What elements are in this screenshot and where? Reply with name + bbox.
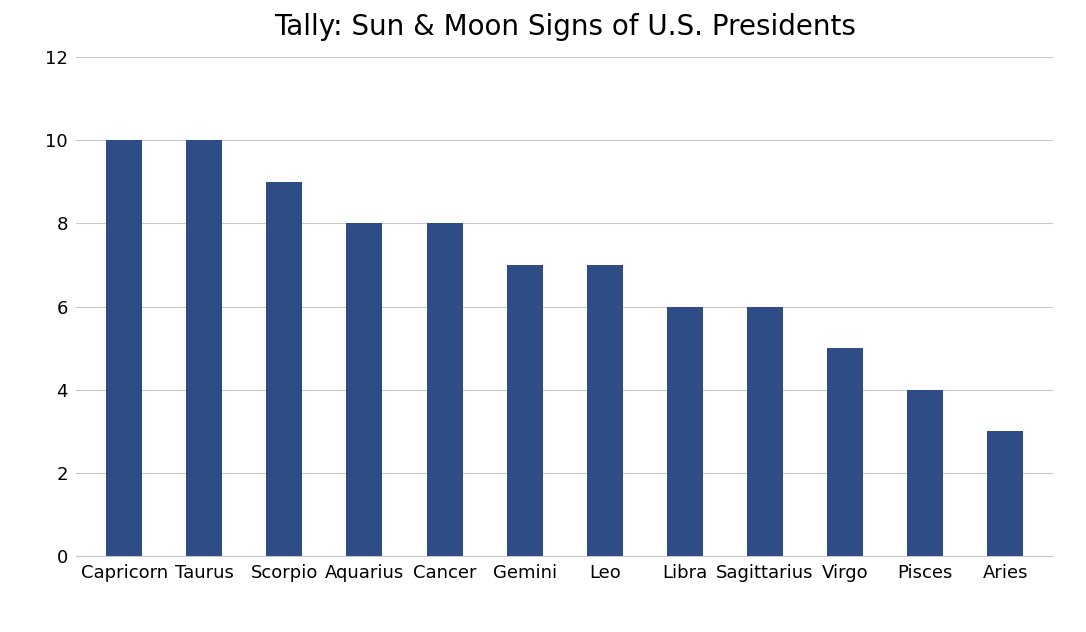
Bar (828, 348, 863, 556)
Title: Tally: Sun & Moon Signs of U.S. Presidents: Tally: Sun & Moon Signs of U.S. Presiden… (274, 13, 856, 40)
Bar (106, 140, 142, 556)
Bar (907, 390, 944, 556)
Bar (186, 140, 223, 556)
Bar (586, 265, 622, 556)
Bar (427, 223, 463, 556)
Bar (266, 182, 302, 556)
Bar (507, 265, 543, 556)
Bar (346, 223, 382, 556)
Bar (667, 307, 703, 556)
Bar (987, 431, 1023, 556)
Bar (747, 307, 783, 556)
